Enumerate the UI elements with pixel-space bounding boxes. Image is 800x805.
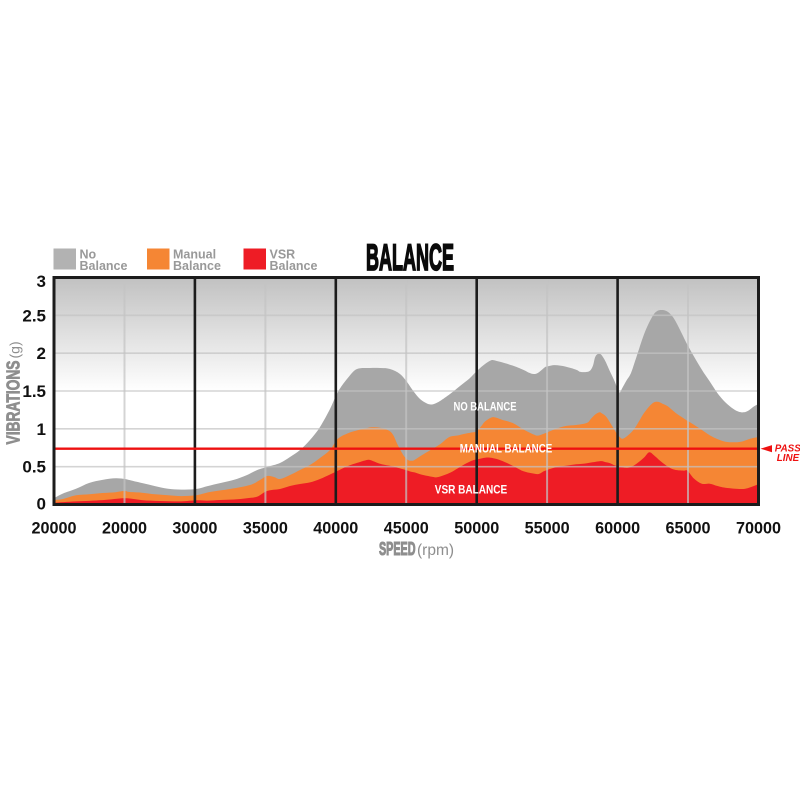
- svg-text:LINE: LINE: [777, 453, 800, 464]
- svg-text:(g): (g): [7, 341, 23, 358]
- svg-text:20000: 20000: [31, 520, 76, 538]
- svg-text:55000: 55000: [525, 520, 570, 538]
- svg-text:VIBRATIONS: VIBRATIONS: [3, 361, 24, 445]
- svg-text:0.5: 0.5: [22, 458, 46, 477]
- svg-text:20000: 20000: [102, 520, 147, 538]
- svg-text:VSR BALANCE: VSR BALANCE: [435, 485, 508, 497]
- svg-text:60000: 60000: [595, 520, 640, 538]
- svg-text:65000: 65000: [665, 520, 710, 538]
- svg-text:2: 2: [37, 344, 46, 363]
- svg-text:3: 3: [37, 272, 46, 291]
- svg-text:BALANCE: BALANCE: [366, 237, 454, 278]
- svg-text:0: 0: [37, 495, 46, 514]
- svg-text:Balance: Balance: [173, 259, 221, 273]
- svg-text:70000: 70000: [736, 520, 781, 538]
- svg-text:No: No: [80, 248, 97, 262]
- svg-text:SPEED: SPEED: [379, 539, 416, 559]
- svg-text:VSR: VSR: [270, 248, 296, 262]
- svg-text:35000: 35000: [243, 520, 288, 538]
- svg-text:PASS: PASS: [775, 444, 800, 455]
- svg-text:2.5: 2.5: [22, 306, 46, 325]
- svg-text:Balance: Balance: [270, 259, 318, 273]
- svg-text:(rpm): (rpm): [417, 542, 454, 559]
- svg-text:1.5: 1.5: [22, 382, 46, 401]
- svg-text:NO BALANCE: NO BALANCE: [454, 402, 517, 414]
- svg-text:Balance: Balance: [80, 259, 128, 273]
- svg-text:MANUAL BALANCE: MANUAL BALANCE: [460, 444, 553, 456]
- svg-text:30000: 30000: [172, 520, 217, 538]
- svg-text:1: 1: [37, 420, 46, 439]
- svg-text:50000: 50000: [454, 520, 499, 538]
- svg-text:40000: 40000: [313, 520, 358, 538]
- svg-text:45000: 45000: [384, 520, 429, 538]
- svg-text:Manual: Manual: [173, 248, 216, 262]
